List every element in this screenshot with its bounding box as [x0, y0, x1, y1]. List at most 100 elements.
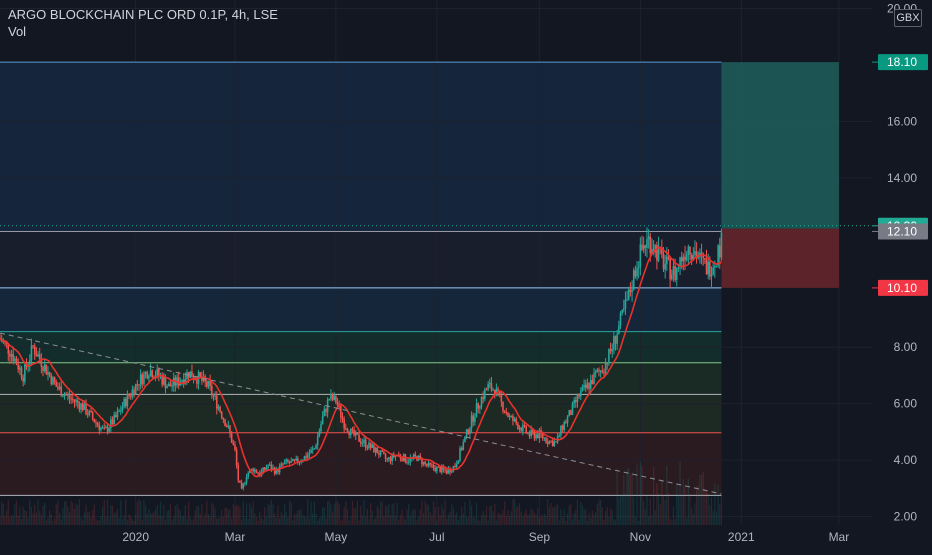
candle-body [541, 433, 544, 439]
candle-body [709, 261, 711, 277]
candle-body [583, 384, 585, 388]
candle-body [182, 379, 185, 384]
candle-body [674, 265, 676, 280]
candle-body [161, 375, 163, 385]
candle-body [30, 345, 33, 361]
candle-body [550, 440, 552, 442]
candle-body [363, 439, 365, 443]
candle-body [263, 467, 266, 470]
volume-bar [113, 513, 115, 525]
volume-bar [22, 506, 24, 525]
volume-bar [550, 503, 552, 525]
candle-body [297, 458, 299, 463]
volume-bar [345, 501, 347, 525]
volume-bar [409, 515, 411, 525]
x-tick-label: 2020 [122, 530, 149, 544]
volume-bar [236, 505, 238, 525]
volume-bar [666, 465, 668, 525]
candle-body [32, 345, 34, 347]
volume-bar [595, 512, 597, 525]
candle-body [75, 400, 77, 402]
candle-body [492, 389, 494, 391]
x-tick-label: 2021 [728, 530, 755, 544]
candle-body [119, 410, 122, 412]
candle-body [718, 245, 721, 258]
candle-body [126, 394, 129, 407]
volume-bar [401, 509, 403, 525]
volume-bar [136, 501, 138, 525]
volume-bar [426, 503, 428, 525]
candle-body [217, 406, 220, 409]
candle-body [436, 466, 438, 472]
candle-body [93, 418, 96, 423]
volume-bar [348, 520, 350, 525]
candle-body [545, 437, 547, 443]
volume-bar [391, 504, 393, 525]
candle-body [318, 430, 321, 437]
candle-body [498, 390, 501, 395]
candle-body [181, 379, 183, 382]
candle-body [484, 389, 486, 400]
candle-body [283, 461, 286, 465]
candle-body [305, 456, 307, 458]
volume-bar [14, 503, 16, 525]
volume-bar [259, 512, 261, 525]
volume-bar [386, 506, 388, 525]
volume-bar [42, 505, 44, 525]
level-band [0, 362, 722, 395]
candle-body [55, 382, 58, 387]
volume-bar [421, 500, 423, 525]
volume-bar [298, 510, 301, 525]
candle-body [265, 467, 268, 470]
volume-bar [500, 514, 502, 525]
volume-bar [27, 518, 29, 525]
volume-bar [697, 485, 699, 525]
volume-bar [682, 479, 684, 525]
volume-bar [548, 507, 550, 525]
candle-body [166, 386, 168, 389]
candle-body [47, 372, 49, 375]
volume-bar [360, 505, 362, 525]
candle-body [464, 436, 466, 443]
volume-bar [315, 513, 317, 525]
volume-bar [393, 502, 395, 525]
volume-bar [626, 468, 628, 525]
candle-body [38, 354, 41, 360]
candle-body [118, 410, 120, 412]
volume-bar [70, 500, 72, 525]
candle-body [86, 414, 89, 416]
candle-body [121, 407, 124, 411]
volume-bar [73, 508, 76, 525]
candle-body [520, 427, 523, 432]
candle-body [669, 258, 671, 280]
level-bands [0, 62, 722, 496]
candle-body [373, 444, 375, 453]
candle-body [710, 274, 713, 277]
candle-body [518, 427, 521, 430]
volume-bar [424, 500, 426, 525]
candle-body [666, 256, 668, 265]
volume-bar [593, 514, 595, 525]
currency-badge[interactable]: GBX [894, 9, 922, 27]
candle-body [374, 447, 377, 453]
candle-body [10, 354, 13, 357]
volume-bar [437, 506, 440, 525]
volume-bar [633, 496, 635, 525]
volume-bar [103, 500, 105, 525]
candle-body [267, 465, 269, 468]
volume-bar [482, 511, 484, 525]
candle-body [90, 410, 92, 413]
volume-bar [578, 519, 580, 525]
volume-bar [90, 517, 92, 525]
candle-body [40, 359, 43, 367]
candle-body [717, 245, 719, 266]
candle-body [210, 385, 213, 396]
volume-bar [461, 506, 463, 525]
volume-bar [7, 499, 9, 525]
candle-body [490, 383, 493, 390]
volume-bar [231, 518, 233, 525]
volume-bar [709, 504, 711, 525]
candle-body [422, 461, 425, 465]
